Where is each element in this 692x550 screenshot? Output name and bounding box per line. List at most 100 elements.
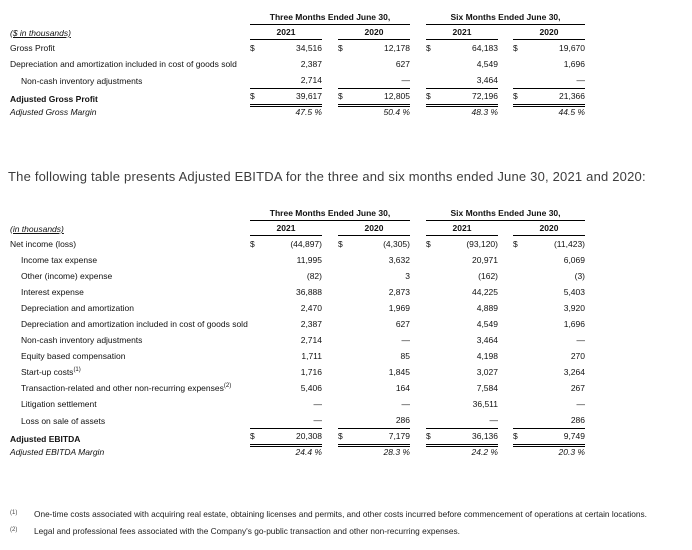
amount: (93,120) xyxy=(466,239,498,249)
value-cell: 4,549 xyxy=(426,316,498,332)
row-label: Net income (loss) xyxy=(10,239,77,249)
value-cell: 28.3 % xyxy=(338,444,410,460)
footnote-ref: (1) xyxy=(73,367,81,374)
value-cell: 3,632 xyxy=(338,252,410,268)
value-cell: — xyxy=(513,72,585,89)
dollar-sign: $ xyxy=(513,239,518,249)
dollar-sign: $ xyxy=(426,239,431,249)
value-cell: 36,888 xyxy=(250,284,322,300)
table-row: Other (income) expense (82) 3 (162) (3) xyxy=(10,268,585,284)
value-cell: $72,196 xyxy=(426,88,498,107)
amount: 1,969 xyxy=(388,303,410,313)
amount: 47.5 % xyxy=(295,107,322,117)
amount: 50.4 % xyxy=(383,107,410,117)
amount: 7,584 xyxy=(476,383,498,393)
amount: 3,027 xyxy=(476,367,498,377)
amount: 2,470 xyxy=(300,303,322,313)
adjusted-ebitda-table: Three Months Ended June 30, Six Months E… xyxy=(10,206,585,460)
value-cell: $7,179 xyxy=(338,428,410,447)
year-header: 2020 xyxy=(338,26,410,40)
value-cell: 627 xyxy=(338,56,410,72)
table-row: Transaction-related and other non-recurr… xyxy=(10,380,585,396)
amount: 20.3 % xyxy=(558,447,585,457)
value-cell: $39,617 xyxy=(250,88,322,107)
value-cell: — xyxy=(250,396,323,412)
amount: 11,995 xyxy=(296,255,322,265)
amount: — xyxy=(489,415,499,425)
amount: 3,464 xyxy=(476,75,498,85)
footnote-text: One-time costs associated with acquiring… xyxy=(34,509,647,519)
amount: 4,549 xyxy=(476,319,498,329)
dollar-sign: $ xyxy=(426,431,431,441)
table-body: Net income (loss) $ (44,897) $ (4,305) $ (93,1… xyxy=(10,236,585,460)
value-cell: $ (93,120) xyxy=(426,236,498,252)
amount: — xyxy=(576,335,586,345)
amount: 2,714 xyxy=(300,335,322,345)
value-cell: 2,470 xyxy=(250,300,322,316)
row-label: Other (income) expense xyxy=(21,271,113,281)
amount: 12,805 xyxy=(384,91,410,101)
value-cell: — xyxy=(426,412,498,429)
value-cell: 1,711 xyxy=(250,348,322,364)
dollar-sign: $ xyxy=(513,91,518,101)
dollar-sign: $ xyxy=(250,91,255,101)
row-label: Non-cash inventory adjustments xyxy=(21,76,143,86)
column-group-header-row: Three Months Ended June 30, Six Months E… xyxy=(10,10,585,25)
value-cell: 4,198 xyxy=(426,348,498,364)
value-cell: 1,845 xyxy=(338,364,410,380)
year-header: 2021 xyxy=(250,222,322,236)
table-row: Non-cash inventory adjustments 2,714 — 3,46… xyxy=(10,72,585,89)
value-cell: 20.3 % xyxy=(513,444,585,460)
amount: 20,971 xyxy=(472,255,498,265)
value-cell: 2,873 xyxy=(338,284,410,300)
dollar-sign: $ xyxy=(338,431,343,441)
dollar-sign: $ xyxy=(338,43,343,53)
table-row: Gross Profit $34,516 $12,178 $64,183 $19,670 xyxy=(10,40,585,56)
value-cell: 2,714 xyxy=(250,72,322,89)
six-months-group-header: Six Months Ended June 30, xyxy=(426,11,585,25)
row-label: Adjusted EBITDA xyxy=(10,434,81,444)
amount: (82) xyxy=(306,271,322,281)
dollar-sign: $ xyxy=(426,91,431,101)
row-label: Transaction-related and other non-recurr… xyxy=(21,383,232,393)
amount: 19,670 xyxy=(559,43,585,53)
dollar-sign: $ xyxy=(250,43,255,53)
row-label: Gross Profit xyxy=(10,43,55,53)
value-cell: 24.4 % xyxy=(250,444,322,460)
amount: (44,897) xyxy=(290,239,322,249)
amount: 44.5 % xyxy=(558,107,585,117)
value-cell: 3,264 xyxy=(513,364,585,380)
row-label: Income tax expense xyxy=(21,255,98,265)
three-months-group-header: Three Months Ended June 30, xyxy=(250,11,410,25)
dollar-sign: $ xyxy=(338,91,343,101)
value-cell: 47.5 % xyxy=(250,104,322,120)
row-label: Start-up costs(1) xyxy=(21,367,81,377)
amount: 24.4 % xyxy=(295,447,322,457)
amount: (162) xyxy=(478,271,498,281)
table-row: Loss on sale of assets — 286 — 286 xyxy=(10,412,585,429)
three-months-group-header: Three Months Ended June 30, xyxy=(250,207,410,221)
amount: 64,183 xyxy=(472,43,498,53)
row-label: Non-cash inventory adjustments xyxy=(21,335,143,345)
row-label: Loss on sale of assets xyxy=(21,416,106,426)
dollar-sign: $ xyxy=(513,431,518,441)
value-cell: $19,670 xyxy=(513,40,585,56)
table-row: Interest expense 36,888 2,873 44,225 5,403 xyxy=(10,284,585,300)
value-cell: 3,027 xyxy=(426,364,498,380)
value-cell: 3 xyxy=(338,268,410,284)
table-row: Net income (loss) $ (44,897) $ (4,305) $ (93,1… xyxy=(10,236,585,252)
amount: — xyxy=(313,415,323,425)
value-cell: $64,183 xyxy=(426,40,498,56)
units-label: (in thousands) xyxy=(10,224,64,234)
amount: 2,873 xyxy=(388,287,410,297)
amount: 3,464 xyxy=(476,335,498,345)
value-cell: 36,511 xyxy=(426,396,498,412)
value-cell: — xyxy=(513,332,586,348)
value-cell: $ (11,423) xyxy=(513,236,585,252)
value-cell: (82) xyxy=(250,268,322,284)
amount: — xyxy=(576,75,586,85)
value-cell: 44.5 % xyxy=(513,104,585,120)
footnote-ref: (2) xyxy=(223,383,232,390)
year-header: 2021 xyxy=(426,26,498,40)
table-row: Litigation settlement — — 36,511 — xyxy=(10,396,585,412)
